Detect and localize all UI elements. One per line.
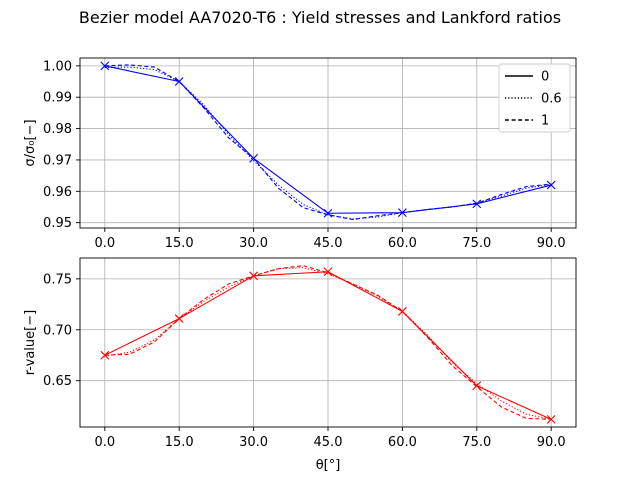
x-tick-label: 60.0 [388,435,417,450]
y-tick-label: 0.75 [43,272,72,287]
y-tick-label: 0.96 [43,185,72,200]
x-tick-label: 90.0 [537,435,566,450]
x-tick-label: 75.0 [462,236,491,251]
marker-stroke [546,414,556,424]
y-tick-label: 0.95 [43,216,72,231]
data-point-marker [546,414,556,424]
legend-entry-label: 1 [541,114,549,129]
top-panel-yield-stress: 0.0 15.0 30.0 45.0 60.0 75.0 90.0 0.95 0.96 0.97 0… [23,57,577,251]
marker-stroke [249,153,258,163]
x-tick-label: 45.0 [314,435,343,450]
x-tick-label: 75.0 [462,435,491,450]
y-tick-label: 0.99 [43,91,72,106]
data-point-marker [398,208,407,218]
x-tick-label: 0.0 [94,236,115,251]
marker-stroke [398,208,407,218]
marker-stroke [546,180,556,190]
x-tick-label: 60.0 [388,236,417,251]
data-point-marker [249,271,258,281]
y-axis-label: σ/σ₀[−] [23,119,38,166]
data-point-marker [249,153,258,163]
bottom-panel-r-value: 0.0 15.0 30.0 45.0 60.0 75.0 90.0 0.65 0.70 0.75 r… [23,257,577,473]
marker-stroke [100,61,110,71]
marker-stroke [323,208,333,218]
data-point-marker [323,267,333,277]
marker-stroke [249,271,258,281]
data-point-marker [174,314,184,323]
x-tick-label: 15.0 [165,236,194,251]
y-tick-label: 0.65 [43,374,72,389]
y-tick-label: 0.98 [43,122,72,137]
x-tick-label: 30.0 [239,435,268,450]
y-axis-label: r-value[−] [23,310,38,375]
figure-title: Bezier model AA7020-T6 : Yield stresses … [79,8,561,27]
data-point-marker [100,61,110,71]
legend-box [498,63,571,133]
data-point-marker [323,208,333,218]
x-tick-label: 30.0 [239,236,268,251]
marker-stroke [323,267,333,277]
legend-entry-label: 0.6 [541,92,562,107]
data-point-marker [398,307,407,316]
x-tick-label: 90.0 [537,236,566,251]
data-point-marker [174,77,184,86]
data-point-marker [472,381,482,391]
marker-stroke [472,199,482,209]
y-tick-label: 0.70 [43,323,72,338]
marker-stroke [100,350,110,360]
legend: 00.61 [498,63,571,133]
x-axis-label: θ[°] [316,458,341,473]
data-point-marker [472,199,482,209]
x-tick-label: 45.0 [314,236,343,251]
y-tick-label: 1.00 [43,59,72,74]
x-tick-label: 0.0 [94,435,115,450]
marker-stroke [398,307,407,316]
marker-stroke [472,381,482,391]
x-tick-label: 15.0 [165,435,194,450]
data-point-marker [546,180,556,190]
marker-stroke [174,314,184,323]
marker-stroke [174,77,184,86]
data-point-marker [100,350,110,360]
y-tick-label: 0.97 [43,153,72,168]
legend-entry-label: 0 [541,70,549,85]
